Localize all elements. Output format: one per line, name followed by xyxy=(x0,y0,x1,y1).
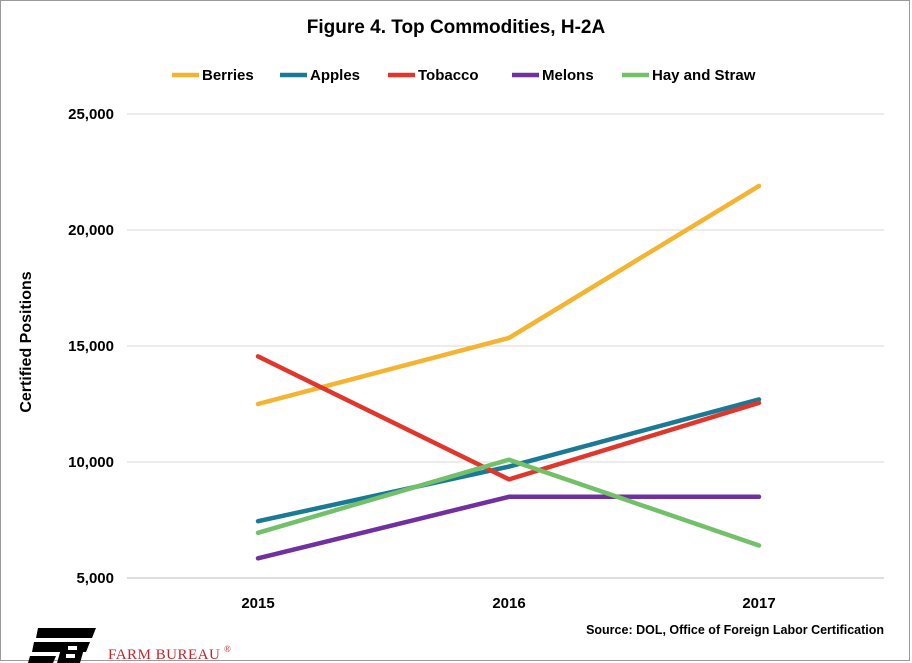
x-axis-ticks: 2015 2016 2017 xyxy=(241,595,775,612)
y-tick-label: 10,000 xyxy=(68,454,114,471)
farm-bureau-wordmark: FARM BUREAU xyxy=(108,647,220,663)
legend-label: Berries xyxy=(202,67,254,84)
gridlines xyxy=(127,113,884,463)
series-line-tobacco xyxy=(255,354,762,482)
y-tick-label: 15,000 xyxy=(68,338,114,355)
legend-label: Melons xyxy=(542,67,594,84)
y-axis-ticks: 5,000 10,000 15,000 20,000 25,000 xyxy=(68,106,114,587)
legend-label: Apples xyxy=(310,67,360,84)
y-axis-label: Certified Positions xyxy=(18,271,35,412)
x-tick-label: 2016 xyxy=(492,595,525,612)
legend-label: Tobacco xyxy=(418,67,479,84)
y-tick-label: 5,000 xyxy=(76,570,114,587)
legend-label: Hay and Straw xyxy=(652,67,756,84)
legend: Berries Apples Tobacco Melons Hay and Straw xyxy=(172,67,756,84)
x-tick-label: 2015 xyxy=(241,595,274,612)
fb-emblem-icon xyxy=(28,628,96,663)
series-line-hay-and-straw xyxy=(255,457,762,548)
farm-bureau-logo: FARM BUREAU ® xyxy=(28,628,231,663)
y-tick-label: 25,000 xyxy=(68,106,114,123)
series-line-apples xyxy=(255,397,762,524)
series-line-berries xyxy=(255,183,762,407)
chart-title: Figure 4. Top Commodities, H-2A xyxy=(307,17,606,38)
x-tick-label: 2017 xyxy=(742,595,775,612)
registered-mark: ® xyxy=(224,644,231,654)
series-line-melons xyxy=(255,494,762,561)
series-lines xyxy=(255,183,762,561)
source-note: Source: DOL, Office of Foreign Labor Cer… xyxy=(586,623,884,637)
y-tick-label: 20,000 xyxy=(68,222,114,239)
